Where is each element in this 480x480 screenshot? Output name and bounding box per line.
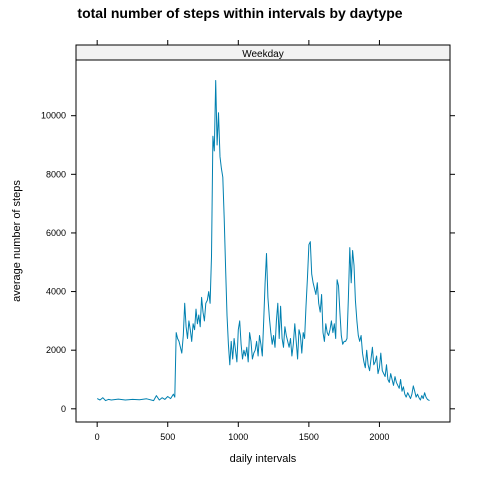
x-axis-label: daily intervals <box>230 453 297 465</box>
y-tick-label: 10000 <box>41 111 66 121</box>
y-tick-label: 4000 <box>46 287 66 297</box>
panel-strip <box>76 45 450 60</box>
x-tick-label: 1000 <box>228 432 248 442</box>
x-tick-label: 500 <box>160 432 175 442</box>
y-axis-label: average number of steps <box>11 180 23 302</box>
y-tick-label: 6000 <box>46 228 66 238</box>
top-ticks <box>96 40 380 45</box>
y-axis-ticks: 0 2000 4000 6000 8000 10000 <box>41 111 76 414</box>
y-tick-label: 0 <box>61 404 66 414</box>
x-tick-label: 0 <box>95 432 100 442</box>
series-line <box>96 80 430 402</box>
x-axis-ticks: 0 500 1000 1500 2000 <box>95 422 389 442</box>
right-ticks <box>450 115 455 410</box>
x-tick-label: 2000 <box>369 432 389 442</box>
panel-frame <box>75 44 451 423</box>
y-tick-label: 2000 <box>46 345 66 355</box>
x-tick-label: 1500 <box>299 432 319 442</box>
y-tick-label: 8000 <box>46 169 66 179</box>
panel-strip-label: Weekday <box>242 49 284 60</box>
chart-title: total number of steps within intervals b… <box>77 5 402 21</box>
